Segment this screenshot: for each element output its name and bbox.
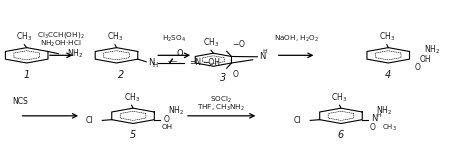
Text: NCS: NCS	[12, 97, 28, 106]
Text: 5: 5	[130, 130, 136, 140]
Text: OH: OH	[162, 124, 173, 130]
Text: CH$_3$: CH$_3$	[16, 31, 32, 43]
Text: NH$_2$: NH$_2$	[424, 44, 440, 56]
Text: CH$_3$: CH$_3$	[124, 91, 140, 104]
Text: CH$_3$: CH$_3$	[379, 31, 395, 43]
Text: $-$O: $-$O	[232, 38, 246, 49]
Text: N: N	[148, 58, 154, 67]
Text: CH$_3$: CH$_3$	[331, 91, 347, 104]
Text: CH$_3$: CH$_3$	[203, 36, 219, 49]
Text: SOCl$_2$: SOCl$_2$	[210, 94, 232, 105]
Text: Cl: Cl	[85, 116, 93, 125]
Text: O: O	[369, 123, 375, 132]
Text: THF, CH$_3$NH$_2$: THF, CH$_3$NH$_2$	[197, 103, 246, 113]
Text: 6: 6	[338, 130, 344, 140]
Text: OH: OH	[420, 55, 431, 64]
Text: N: N	[259, 52, 265, 60]
Text: 1: 1	[24, 70, 30, 80]
Text: H: H	[262, 49, 267, 54]
Text: Cl: Cl	[293, 116, 301, 125]
Text: NH$_2$: NH$_2$	[376, 104, 392, 117]
Text: O: O	[176, 49, 182, 58]
Text: H$_2$SO$_4$: H$_2$SO$_4$	[162, 34, 186, 44]
Text: NaOH, H$_2$O$_2$: NaOH, H$_2$O$_2$	[273, 34, 319, 44]
Text: O: O	[164, 115, 170, 124]
Text: 2: 2	[118, 70, 124, 80]
Text: O: O	[414, 63, 420, 72]
Text: O: O	[232, 70, 238, 79]
Text: Cl$_3$CCH(OH)$_2$: Cl$_3$CCH(OH)$_2$	[37, 30, 85, 40]
Text: H: H	[152, 62, 157, 69]
Text: −OH: −OH	[202, 58, 220, 67]
Text: CH$_3$: CH$_3$	[382, 122, 397, 132]
Text: N: N	[371, 114, 377, 123]
Text: =N: =N	[189, 58, 201, 67]
Text: NH$_2$OH$\cdot$HCl: NH$_2$OH$\cdot$HCl	[40, 39, 82, 49]
Text: CH$_3$: CH$_3$	[107, 31, 123, 43]
Text: NH$_2$: NH$_2$	[168, 104, 185, 117]
Text: NH$_2$: NH$_2$	[67, 48, 83, 60]
Text: 4: 4	[385, 70, 392, 80]
Text: H: H	[376, 113, 381, 118]
Text: 3: 3	[219, 73, 226, 83]
